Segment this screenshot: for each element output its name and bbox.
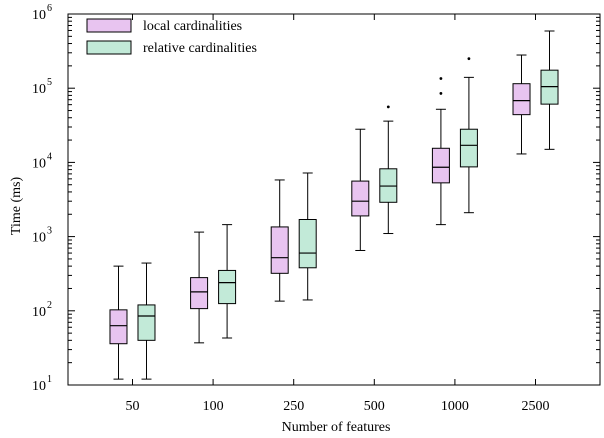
y-axis-label: Time (ms) (9, 177, 24, 236)
legend-label-relative-cardinalities: relative cardinalities (143, 41, 257, 56)
x-tick-label: 500 (364, 399, 385, 414)
x-tick-label: 250 (283, 399, 304, 414)
y-tick-label-exponent: 5 (47, 77, 52, 88)
box-iqr (459, 128, 478, 168)
box-local-cardinalities-50 (109, 265, 128, 380)
legend-label-local-cardinalities: local cardinalities (143, 19, 242, 34)
outlier-point (439, 92, 443, 95)
legend-swatch-relative-cardinalities (86, 40, 132, 55)
box-iqr (137, 304, 156, 341)
x-axis-label: Number of features (282, 420, 391, 435)
outlier-point (439, 77, 443, 80)
box-relative-cardinalities-2500 (540, 30, 559, 150)
y-tick-label: 10 (32, 379, 46, 394)
box-relative-cardinalities-1000 (459, 57, 478, 214)
y-tick-label-exponent: 1 (47, 374, 52, 385)
plot-frame (67, 13, 601, 386)
box-relative-cardinalities-100 (218, 224, 237, 339)
plot-area (109, 30, 559, 380)
x-tick-label: 50 (125, 399, 139, 414)
y-tick-label-exponent: 6 (47, 3, 52, 14)
x-tick-label: 100 (203, 399, 224, 414)
box-relative-cardinalities-50 (137, 262, 156, 380)
y-tick-label: 10 (32, 156, 46, 171)
box-relative-cardinalities-500 (379, 105, 398, 235)
y-tick-label-exponent: 3 (47, 226, 52, 237)
outlier-point (386, 105, 390, 109)
outlier-point (467, 57, 471, 61)
box-iqr (298, 219, 317, 269)
box-iqr (431, 147, 450, 184)
box-relative-cardinalities-250 (298, 172, 317, 301)
y-tick-label-exponent: 2 (47, 300, 52, 311)
box-local-cardinalities-2500 (512, 54, 531, 155)
box-local-cardinalities-500 (351, 128, 370, 251)
box-iqr (190, 277, 209, 310)
legend: local cardinalities relative cardinaliti… (86, 18, 257, 56)
box-iqr (351, 180, 370, 217)
legend-swatch-local-cardinalities (86, 18, 132, 33)
box-iqr (512, 83, 531, 116)
box-iqr (109, 309, 128, 345)
box-local-cardinalities-250 (270, 179, 289, 302)
y-tick-label: 10 (32, 82, 46, 97)
y-tick-label: 10 (32, 8, 46, 23)
x-tick-label: 2500 (522, 399, 550, 414)
box-local-cardinalities-100 (190, 231, 209, 344)
box-iqr (270, 226, 289, 274)
y-tick-label: 10 (32, 305, 46, 320)
x-tick-label: 1000 (441, 399, 469, 414)
box-iqr (218, 269, 237, 305)
y-tick-label: 10 (32, 231, 46, 246)
y-tick-label-exponent: 4 (47, 151, 52, 162)
box-local-cardinalities-1000 (431, 77, 450, 226)
